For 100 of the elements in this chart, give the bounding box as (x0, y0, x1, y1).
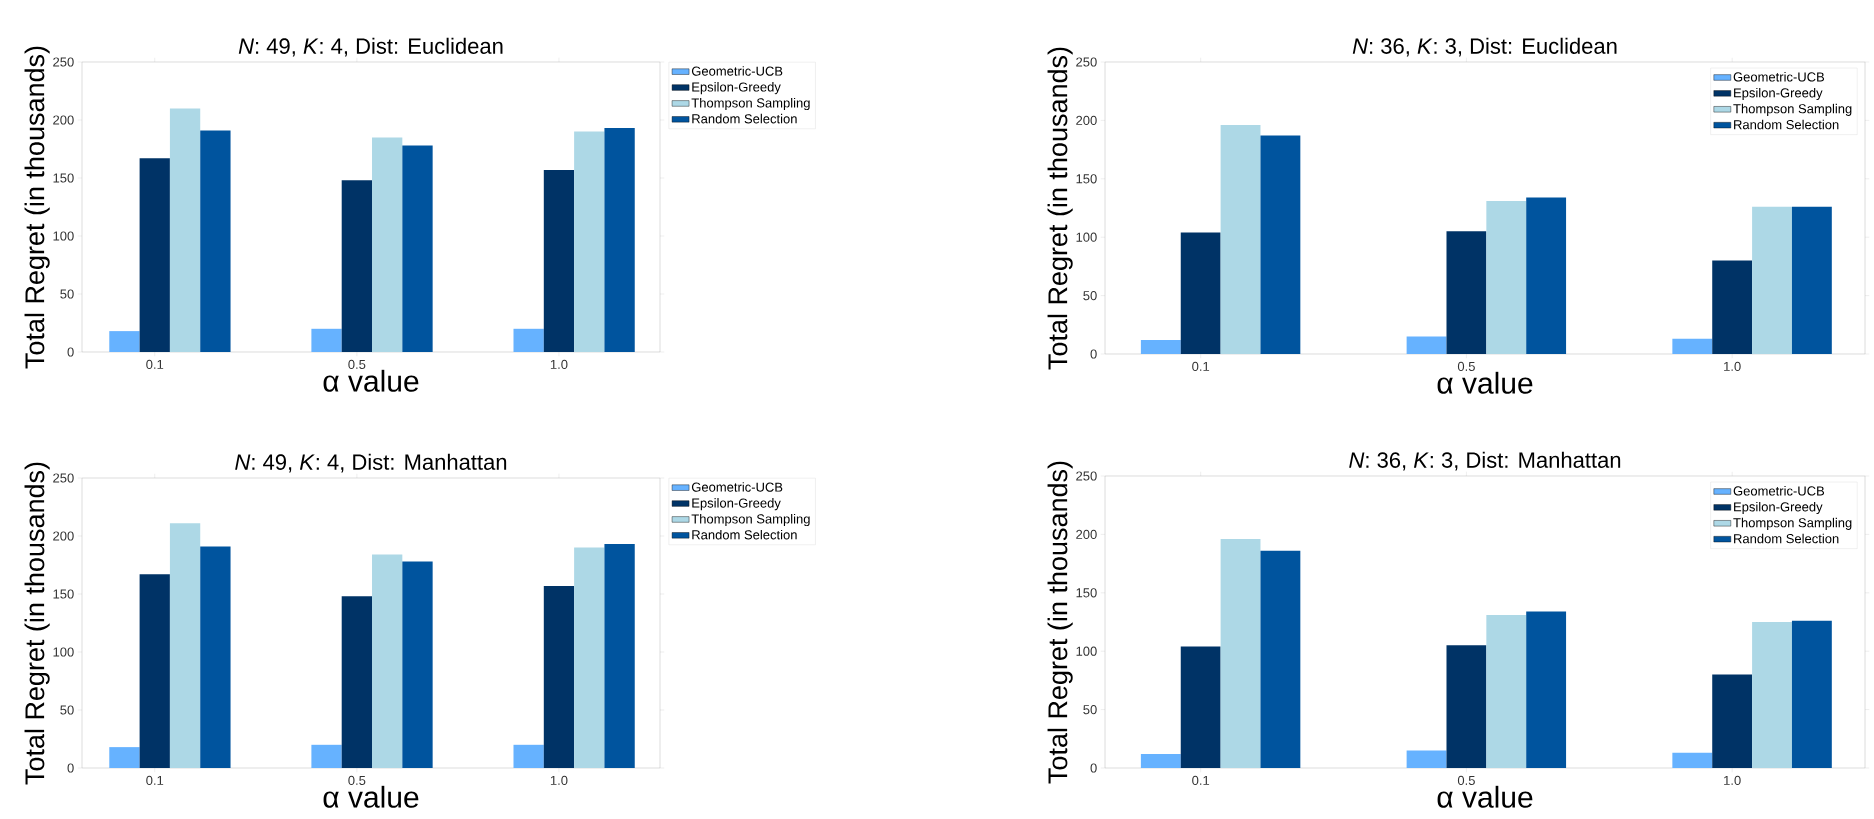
bar (109, 331, 140, 352)
x-tick-label: 1.0 (550, 775, 568, 785)
legend-label: Thompson Sampling (691, 97, 810, 111)
x-axis-title: α value (1437, 371, 1533, 394)
bar (574, 547, 605, 768)
bar (574, 131, 605, 352)
chart-title: N: 49, K: 4, Dist: Euclidean (238, 37, 503, 57)
bar (1406, 336, 1447, 354)
bar (1791, 206, 1832, 354)
chart-title: N: 49, K: 4, Dist: Manhattan (235, 453, 507, 473)
bar (1260, 550, 1301, 768)
x-tick-label: 1.0 (1724, 775, 1741, 785)
bar (1752, 206, 1792, 354)
x-axis-title: α value (1437, 785, 1533, 808)
x-tick-label: 0.5 (348, 775, 366, 785)
y-tick-label: 150 (53, 173, 74, 183)
y-tick-label: 200 (53, 531, 74, 541)
bar (1180, 232, 1221, 354)
y-tick-label: 100 (53, 231, 74, 241)
bar (1712, 260, 1753, 354)
bar (604, 544, 635, 768)
legend-label: Epsilon-Greedy (692, 82, 781, 95)
y-axis-title: Total Regret (in thousands) (24, 462, 50, 785)
bar (1140, 339, 1181, 354)
y-tick-label: 100 (53, 647, 74, 657)
bar (1486, 614, 1527, 768)
y-tick-label: 0 (1090, 349, 1097, 359)
bar (1672, 752, 1713, 768)
bar (169, 108, 201, 352)
legend-label: Thompson Sampling (1733, 517, 1852, 530)
bar (1220, 539, 1261, 768)
bar (1220, 125, 1261, 354)
legend-label: Epsilon-Greedy (692, 498, 781, 511)
bar (513, 328, 544, 352)
bar (402, 145, 433, 352)
bar (1446, 231, 1487, 354)
bar (513, 744, 544, 768)
bar (1260, 135, 1301, 354)
bar (1526, 197, 1567, 354)
x-axis-title: α value (323, 369, 419, 392)
legend-label: Geometric-UCB (1733, 486, 1825, 496)
bar (372, 137, 403, 352)
bar (1140, 753, 1181, 768)
bar (200, 546, 231, 768)
bar (311, 328, 342, 352)
x-tick-label: 0.1 (1192, 361, 1210, 371)
legend-label: Random Selection (1734, 533, 1839, 544)
bar (372, 554, 403, 768)
legend-label: Geometric-UCB (1733, 72, 1825, 82)
bar (402, 561, 433, 768)
bar (1526, 611, 1567, 768)
legend-label: Epsilon-Greedy (1734, 87, 1823, 101)
y-tick-label: 150 (1076, 588, 1097, 598)
bar (200, 130, 231, 352)
x-axis-title: α value (323, 785, 419, 808)
y-tick-label: 100 (1076, 646, 1097, 656)
y-axis-title: Total Regret (in thousands) (1047, 47, 1073, 370)
bar (1791, 620, 1832, 768)
chart-title: N: 36, K: 3, Dist: Manhattan (1349, 451, 1621, 471)
y-tick-label: 250 (53, 473, 74, 483)
y-tick-label: 250 (1076, 471, 1097, 481)
bar (1752, 622, 1792, 768)
bar (1486, 200, 1527, 354)
legend-label: Geometric-UCB (691, 482, 783, 492)
legend-label: Random Selection (692, 529, 797, 540)
legend-label: Geometric-UCB (691, 66, 783, 76)
y-tick-label: 0 (67, 347, 74, 357)
bar (1406, 750, 1447, 768)
x-tick-label: 1.0 (550, 359, 568, 369)
x-tick-label: 0.1 (146, 359, 164, 369)
bar (341, 596, 373, 768)
x-tick-label: 1.0 (1724, 361, 1741, 371)
y-tick-label: 250 (1076, 57, 1097, 67)
y-tick-label: 0 (67, 763, 74, 773)
x-tick-label: 0.1 (146, 775, 164, 785)
y-axis-title: Total Regret (in thousands) (24, 46, 50, 369)
y-tick-label: 200 (1076, 529, 1097, 539)
bar (1672, 338, 1713, 354)
bar (543, 169, 575, 352)
y-axis-title: Total Regret (in thousands) (1047, 461, 1073, 784)
bar (543, 585, 575, 768)
legend-label: Random Selection (692, 113, 797, 124)
bar (109, 747, 140, 768)
y-tick-label: 50 (1083, 290, 1097, 301)
x-tick-label: 0.1 (1192, 775, 1210, 785)
y-tick-label: 100 (1076, 232, 1097, 242)
x-tick-label: 0.5 (1457, 775, 1475, 785)
legend-label: Thompson Sampling (691, 513, 810, 527)
y-tick-label: 50 (60, 289, 74, 299)
bar (139, 574, 170, 768)
y-tick-label: 200 (53, 115, 74, 125)
bar (1446, 645, 1487, 768)
bar (139, 158, 170, 352)
y-tick-label: 200 (1076, 115, 1097, 125)
y-tick-label: 50 (60, 705, 74, 715)
legend-label: Random Selection (1734, 119, 1839, 130)
bar (1712, 674, 1753, 768)
y-tick-label: 0 (1090, 763, 1097, 773)
bar (1180, 646, 1221, 768)
bar (341, 180, 373, 352)
